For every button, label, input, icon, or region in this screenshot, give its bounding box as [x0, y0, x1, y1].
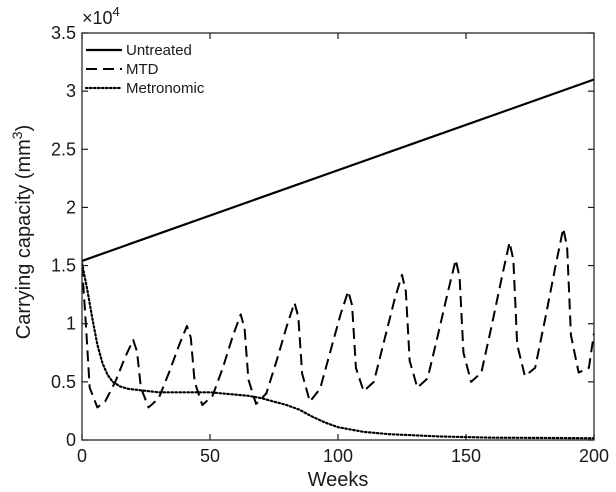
- series-line-mtd: [82, 227, 594, 409]
- x-tick-label: 150: [451, 446, 481, 466]
- x-tick-label: 200: [579, 446, 609, 466]
- y-tick-label: 1: [66, 314, 76, 334]
- series-layer: [82, 78, 594, 440]
- y-tick-label: 0.5: [51, 372, 76, 392]
- x-axis-label: Weeks: [308, 469, 369, 491]
- y-tick-label: 3: [66, 81, 76, 101]
- series-line-metronomic: [82, 262, 594, 440]
- series-line-untreated: [82, 78, 594, 262]
- ticks-layer: 0 50 100 150 200 0 0.5 1 1.5 2 2.5 3 3.5: [51, 23, 609, 466]
- legend-label-untreated: Untreated: [126, 42, 192, 59]
- y-tick-label: 1.5: [51, 256, 76, 276]
- y-tick-label: 3.5: [51, 23, 76, 43]
- x-tick-label: 50: [200, 446, 220, 466]
- x-tick-label: 100: [323, 446, 353, 466]
- legend-label-mtd: MTD: [126, 61, 159, 78]
- y-tick-label: 2.5: [51, 139, 76, 159]
- y-axis-label: Carrying capacity (mm3): [9, 125, 35, 340]
- y-tick-label: 0: [66, 430, 76, 450]
- legend: Untreated MTD Metronomic: [84, 42, 205, 97]
- x-tick-label: 0: [77, 446, 87, 466]
- y-axis-exponent: ×104: [82, 4, 120, 28]
- legend-label-metronomic: Metronomic: [126, 80, 205, 97]
- y-tick-label: 2: [66, 197, 76, 217]
